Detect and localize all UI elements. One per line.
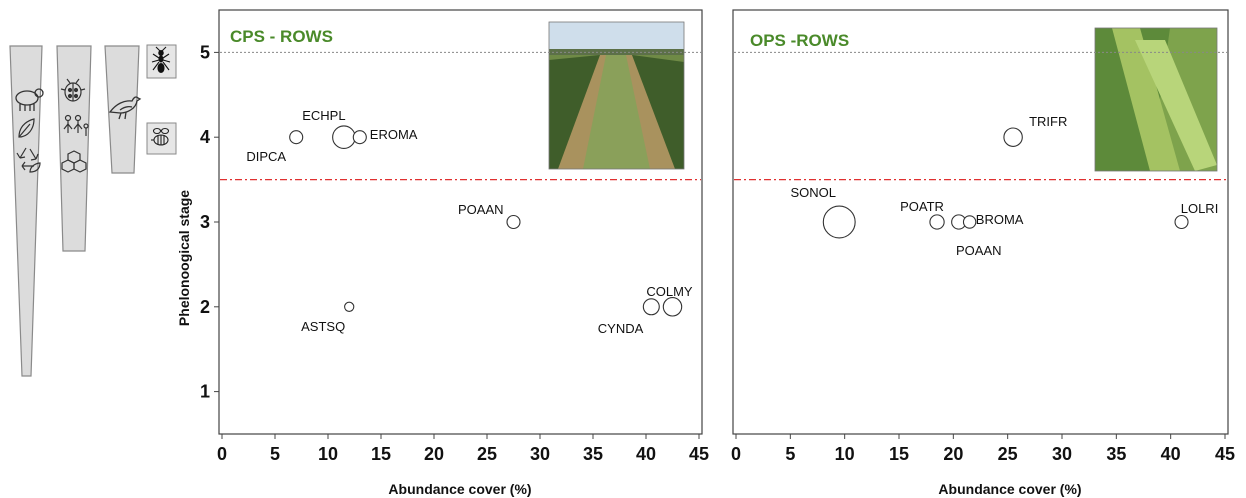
data-point: [642, 298, 660, 316]
data-point: [352, 130, 367, 145]
x-axis-label: Abundance cover (%): [938, 481, 1081, 497]
y-axis-label: Phelonoogical stage: [176, 190, 192, 326]
x-tick-label: 20: [943, 444, 963, 464]
service-bar-1: [9, 45, 43, 377]
data-point: [1003, 127, 1023, 147]
sheep-icon: [15, 88, 44, 111]
bird-icon: [108, 96, 142, 120]
leaf-icon: [18, 118, 35, 138]
point-label: BROMA: [976, 212, 1024, 227]
x-tick-label: 45: [1215, 444, 1235, 464]
recycle-icon: [16, 147, 41, 173]
data-point: [1174, 214, 1189, 230]
point-label: POAAN: [458, 202, 504, 217]
x-tick-label: 5: [270, 444, 280, 464]
people-icon: [63, 114, 89, 136]
x-tick-label: 0: [731, 444, 741, 464]
x-tick-label: 20: [424, 444, 444, 464]
ops-rows-panel: OPS -ROWS Abundance cover (%) 0 5 10 15 20 25…: [731, 9, 1235, 497]
data-point: [344, 301, 355, 312]
plot-area: TRIFR SONOL POATR POAAN BROMA LOLRI: [734, 51, 1227, 258]
data-point: [962, 215, 977, 229]
data-point: [289, 130, 304, 145]
data-point: [662, 297, 683, 317]
x-tick-label: 25: [477, 444, 497, 464]
point-label: DIPCA: [246, 149, 286, 164]
y-tick-label: 1: [200, 382, 210, 402]
x-tick-label: 10: [835, 444, 855, 464]
bee-icon: [151, 127, 170, 146]
x-tick-label: 30: [1052, 444, 1072, 464]
x-axis-label: Abundance cover (%): [388, 481, 531, 497]
point-label: LOLRI: [1181, 201, 1219, 216]
x-tick-label: 25: [998, 444, 1018, 464]
point-label: POATR: [900, 199, 944, 214]
point-label: EROMA: [370, 127, 418, 142]
x-tick-label: 15: [889, 444, 909, 464]
data-point: [332, 125, 356, 150]
data-point: [822, 205, 856, 239]
x-tick-label: 35: [583, 444, 603, 464]
panel-title: OPS -ROWS: [750, 31, 849, 50]
y-tick-label: 4: [200, 127, 210, 147]
plot-area: DIPCA ECHPL EROMA POAAN ASTSQ CYNDA COLMY: [220, 51, 701, 336]
plot-frame: [732, 9, 1229, 435]
x-tick-label: 45: [689, 444, 709, 464]
data-point: [506, 214, 521, 230]
ecosystem-service-legend: [9, 44, 177, 377]
cps-rows-panel: CPS - ROWS Abundance cover (%) Phelonoog…: [176, 9, 709, 497]
ant-icon: [151, 46, 171, 74]
point-label: TRIFR: [1029, 114, 1067, 129]
point-label: ASTSQ: [301, 319, 345, 334]
x-tick-label: 10: [318, 444, 338, 464]
y-tick-label: 5: [200, 42, 210, 62]
x-tick-label: 40: [636, 444, 656, 464]
x-tick-label: 15: [371, 444, 391, 464]
x-tick-label: 40: [1161, 444, 1181, 464]
x-tick-label: 5: [785, 444, 795, 464]
vineyard-photo: [1094, 27, 1218, 172]
ladybug-icon: [60, 78, 86, 102]
point-label: ECHPL: [302, 108, 345, 123]
service-bar-2: [56, 45, 92, 252]
y-tick-label: 2: [200, 297, 210, 317]
x-tick-label: 0: [217, 444, 227, 464]
molecule-icon: [61, 150, 87, 173]
x-tick-label: 30: [530, 444, 550, 464]
point-label: COLMY: [646, 284, 693, 299]
service-bar-3: [104, 45, 140, 174]
y-tick-label: 3: [200, 212, 210, 232]
data-point: [929, 214, 945, 230]
x-tick-label: 35: [1106, 444, 1126, 464]
point-label: POAAN: [956, 243, 1002, 258]
panel-title: CPS - ROWS: [230, 27, 333, 46]
point-label: SONOL: [790, 185, 836, 200]
axes: 0 5 10 15 20 25 30 35 40 45: [731, 434, 1235, 464]
vineyard-photo: [548, 21, 685, 170]
point-label: CYNDA: [598, 321, 644, 336]
